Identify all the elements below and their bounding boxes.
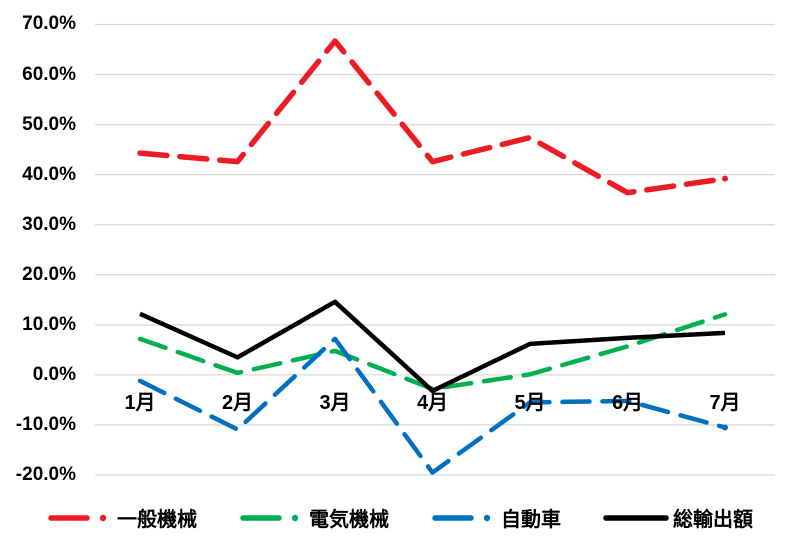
series-end-dot-2 (722, 424, 728, 431)
y-tick-label: -20.0% (15, 464, 76, 486)
x-tick-label: 2月 (221, 392, 254, 414)
x-tick-label: 5月 (514, 392, 546, 414)
legend-line-sample-icon (48, 514, 107, 521)
y-tick-label: 40.0% (22, 163, 76, 185)
y-tick-label: -10.0% (15, 413, 76, 435)
y-tick-label: 50.0% (22, 113, 76, 135)
y-tick-label: 30.0% (22, 213, 76, 235)
legend-line-sample-icon (603, 514, 669, 521)
x-tick-label: 7月 (709, 392, 741, 414)
legend-item: 自動車 (431, 503, 561, 532)
series-end-dot-0 (722, 175, 728, 182)
legend: 一般機械 電気機械 自動車 総輸出額 (0, 503, 800, 532)
legend-item: 総輸出額 (603, 503, 753, 532)
y-tick-label: 0.0% (32, 363, 76, 385)
legend-line-sample-icon (240, 514, 299, 521)
y-tick-label: 10.0% (22, 313, 76, 335)
x-tick-label: 4月 (416, 392, 449, 414)
legend-label: 自動車 (501, 509, 561, 531)
legend-label: 一般機械 (117, 509, 197, 531)
series-line-2 (137, 336, 728, 475)
series-line-3 (139, 299, 726, 394)
x-tick-label: 3月 (319, 392, 351, 414)
legend-item: 一般機械 (47, 503, 197, 532)
y-tick-label: 70.0% (22, 13, 76, 35)
y-tick-label: 60.0% (22, 63, 76, 85)
y-tick-label: 20.0% (22, 263, 76, 285)
legend-line-sample-icon (432, 514, 491, 521)
series-line-0 (137, 38, 728, 196)
legend-label: 総輸出額 (673, 509, 753, 531)
legend-label: 電気機械 (309, 509, 389, 531)
legend-item: 電気機械 (239, 503, 389, 532)
x-tick-label: 1月 (124, 392, 156, 414)
x-tick-label: 6月 (611, 392, 644, 414)
